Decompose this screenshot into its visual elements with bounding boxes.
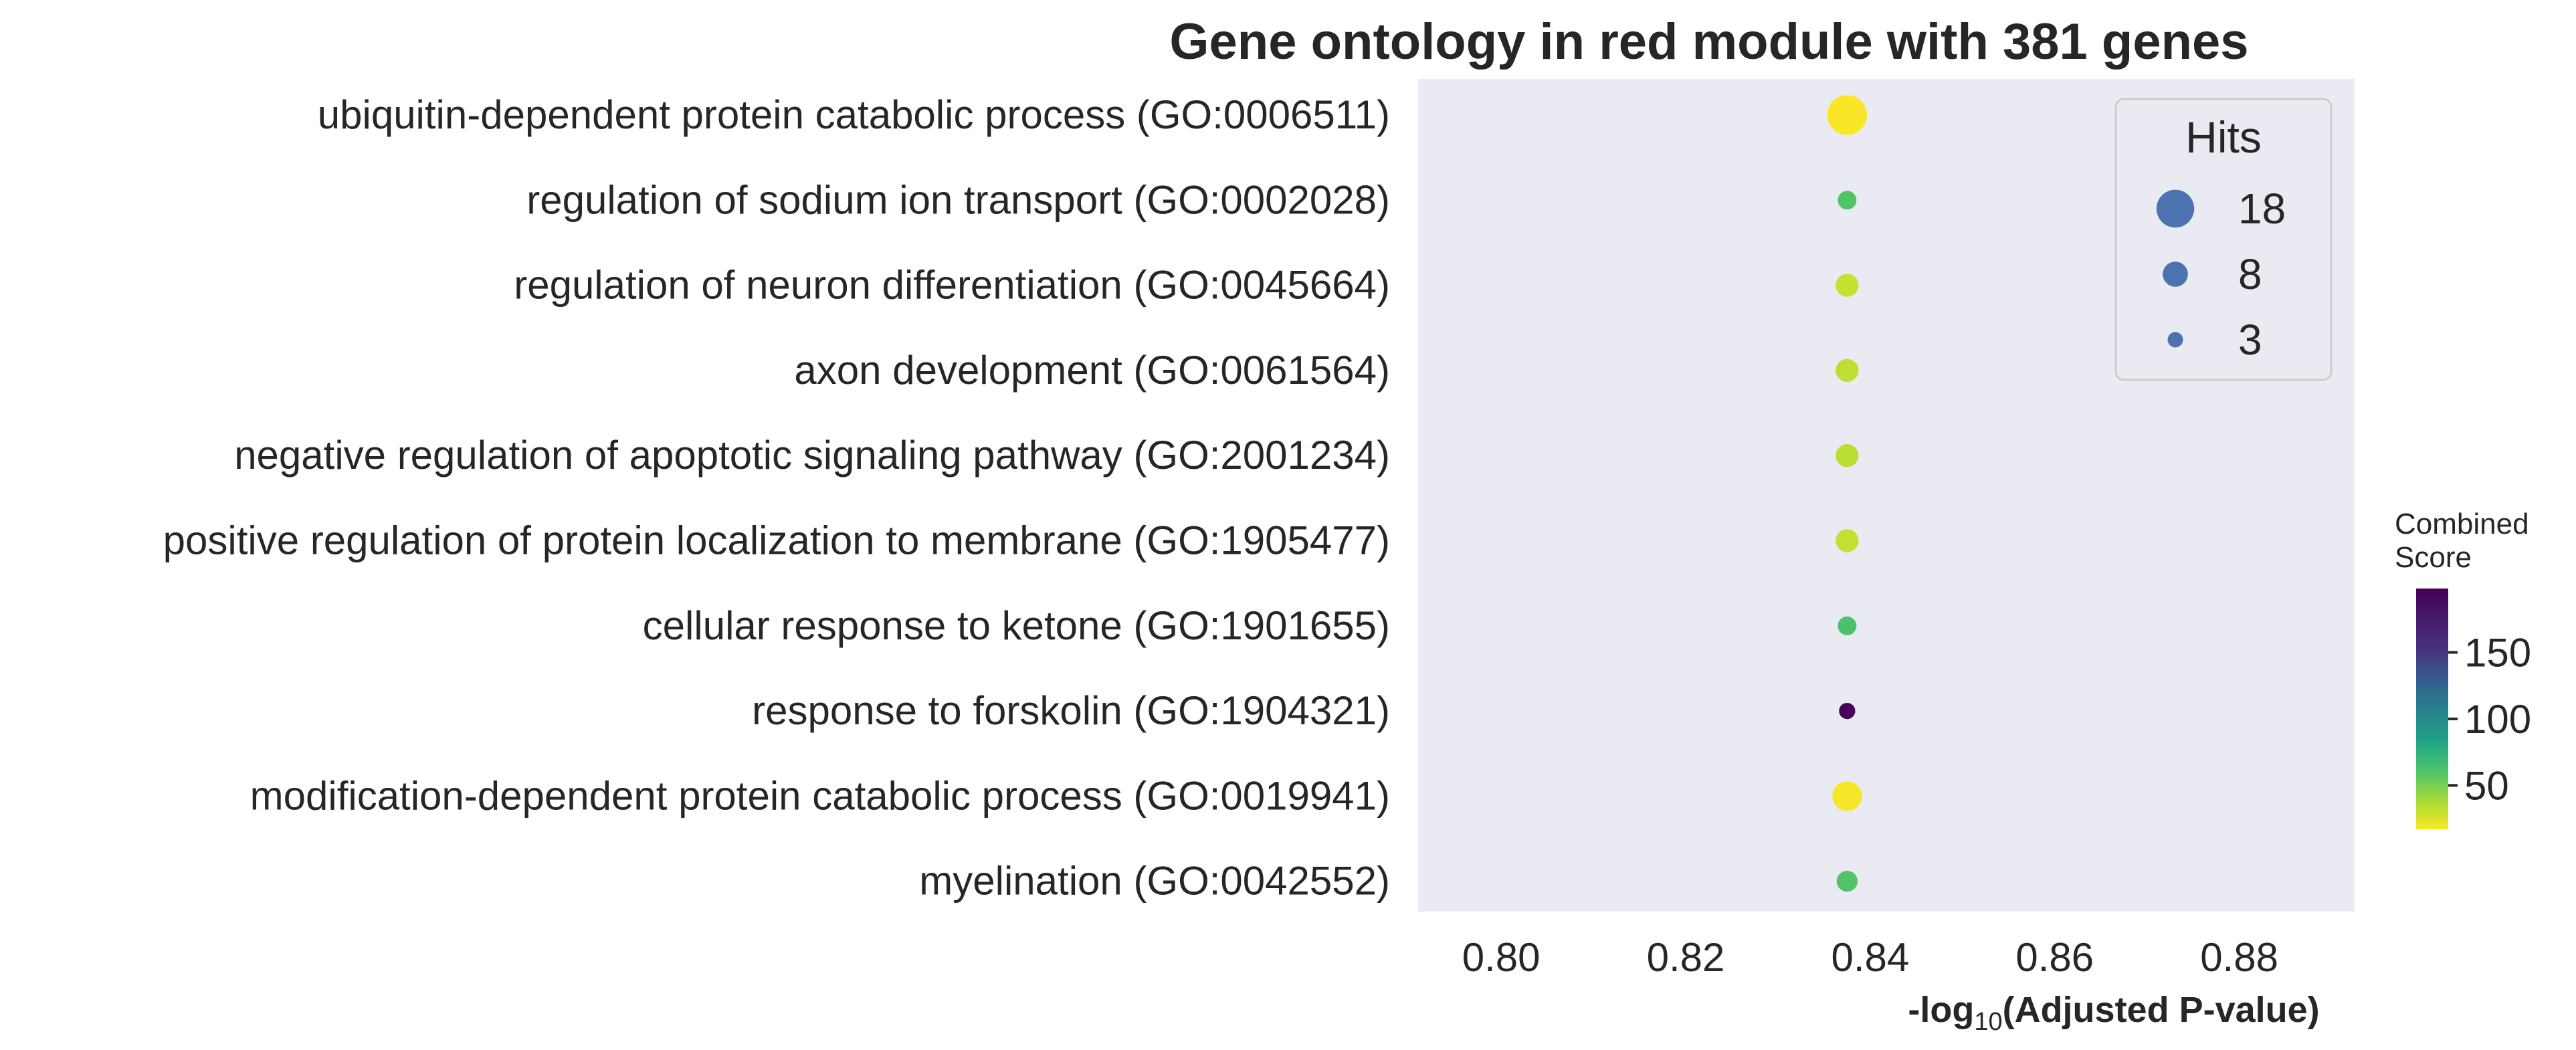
x-axis-label-suffix: (Adjusted P-value): [2003, 990, 2320, 1030]
category-label: ubiquitin-dependent protein catabolic pr…: [318, 92, 1390, 137]
category-label: myelination (GO:0042552): [919, 859, 1390, 904]
data-point: [1836, 444, 1859, 467]
data-point: [1836, 274, 1859, 297]
colorbar-gradient: [2416, 589, 2448, 829]
x-tick-label: 0.80: [1462, 935, 1541, 980]
colorbar-tick-label: 150: [2464, 630, 2531, 675]
data-point: [1827, 95, 1868, 135]
legend-label: 18: [2238, 185, 2286, 233]
category-label: regulation of sodium ion transport (GO:0…: [526, 177, 1390, 222]
colorbar-tick-label: 50: [2464, 763, 2509, 808]
colorbar-title-line2: Score: [2395, 541, 2472, 574]
category-label: negative regulation of apoptotic signali…: [234, 433, 1390, 478]
colorbar: Combined Score 50 100 150: [2395, 508, 2531, 829]
category-label: regulation of neuron differentiation (GO…: [514, 263, 1390, 308]
legend-title: Hits: [2185, 112, 2262, 162]
category-label: axon development (GO:0061564): [794, 348, 1390, 393]
category-labels: ubiquitin-dependent protein catabolic pr…: [163, 92, 1390, 904]
data-point: [1832, 781, 1862, 811]
data-point: [1838, 616, 1857, 635]
x-tick-label: 0.82: [1647, 935, 1725, 980]
data-point: [1839, 702, 1856, 720]
x-tick-label: 0.84: [1831, 935, 1909, 980]
category-label: positive regulation of protein localizat…: [163, 518, 1390, 563]
legend-frame: [2114, 98, 2333, 381]
data-point: [1838, 191, 1857, 210]
legend-label: 8: [2238, 250, 2262, 298]
legend-label: 3: [2238, 316, 2262, 364]
x-tick-label: 0.88: [2200, 935, 2278, 980]
data-points: [1827, 95, 1868, 892]
x-axis-label-subscript: 10: [1974, 1008, 2002, 1036]
chart-title: Gene ontology in red module with 381 gen…: [1169, 13, 2248, 70]
category-label: cellular response to ketone (GO:1901655): [643, 603, 1390, 648]
colorbar-tick-label: 100: [2464, 697, 2531, 742]
legend-marker: [2156, 189, 2195, 228]
colorbar-title-line1: Combined: [2395, 508, 2529, 540]
legend-marker: [2163, 261, 2188, 287]
data-point: [1836, 871, 1858, 892]
category-label: response to forskolin (GO:1904321): [752, 688, 1390, 733]
x-axis-ticks: 0.80 0.82 0.84 0.86 0.88: [1462, 935, 2278, 980]
x-axis-label-prefix: -log: [1908, 990, 1974, 1030]
legend-marker: [2167, 332, 2183, 348]
colorbar-ticks: 50 100 150: [2448, 630, 2531, 808]
category-label: modification-dependent protein catabolic…: [250, 773, 1390, 818]
x-tick-label: 0.86: [2015, 935, 2094, 980]
data-point: [1836, 529, 1859, 552]
x-axis-label: -log10(Adjusted P-value): [1908, 990, 2319, 1036]
data-point: [1836, 358, 1859, 383]
